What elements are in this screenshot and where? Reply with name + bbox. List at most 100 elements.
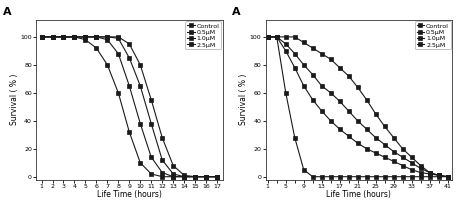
Line: 0.5μM: 0.5μM [266, 35, 449, 178]
Control [337, 66, 342, 69]
Control [373, 112, 378, 115]
Control [274, 36, 280, 38]
2.5μM [328, 176, 333, 178]
Control [192, 176, 198, 178]
2.5μM [203, 176, 209, 178]
X-axis label: Life Time (hours): Life Time (hours) [97, 190, 162, 199]
1.0μM [418, 171, 423, 174]
0.5μM [373, 136, 378, 139]
1.0μM [116, 53, 121, 55]
2.5μM [127, 131, 132, 133]
0.5μM [382, 143, 387, 146]
2.5μM [337, 176, 342, 178]
0.5μM [265, 36, 270, 38]
1.0μM [364, 147, 369, 150]
2.5μM [436, 176, 441, 178]
0.5μM [274, 36, 280, 38]
Control [328, 58, 333, 61]
2.5μM [445, 176, 450, 178]
1.0μM [292, 66, 297, 69]
1.0μM [72, 36, 77, 38]
Line: 2.5μM: 2.5μM [266, 35, 449, 178]
0.5μM [355, 119, 360, 122]
1.0μM [127, 85, 132, 87]
2.5μM [427, 176, 432, 178]
1.0μM [265, 36, 270, 38]
1.0μM [274, 36, 280, 38]
2.5μM [346, 176, 352, 178]
1.0μM [283, 50, 289, 52]
Control [301, 41, 307, 44]
0.5μM [148, 122, 154, 125]
2.5μM [105, 64, 110, 66]
0.5μM [328, 92, 333, 94]
2.5μM [116, 92, 121, 94]
2.5μM [364, 176, 369, 178]
2.5μM [301, 169, 307, 171]
0.5μM [116, 37, 121, 40]
0.5μM [310, 73, 315, 76]
Control [214, 176, 220, 178]
Line: 1.0μM: 1.0μM [40, 35, 219, 178]
Control [39, 36, 44, 38]
1.0μM [39, 36, 44, 38]
2.5μM [39, 36, 44, 38]
0.5μM [337, 100, 342, 102]
Control [409, 156, 414, 158]
Y-axis label: Survival ( % ): Survival ( % ) [239, 74, 248, 125]
Control [382, 125, 387, 128]
0.5μM [138, 85, 143, 87]
2.5μM [170, 176, 176, 178]
Line: 0.5μM: 0.5μM [40, 35, 219, 178]
1.0μM [427, 173, 432, 175]
2.5μM [391, 176, 397, 178]
0.5μM [94, 36, 99, 38]
2.5μM [292, 136, 297, 139]
0.5μM [364, 128, 369, 130]
Control [436, 174, 441, 177]
2.5μM [355, 176, 360, 178]
1.0μM [94, 36, 99, 38]
Control [265, 36, 270, 38]
1.0μM [355, 142, 360, 144]
0.5μM [427, 171, 432, 174]
0.5μM [346, 110, 352, 112]
1.0μM [391, 160, 397, 163]
0.5μM [301, 64, 307, 66]
1.0μM [203, 176, 209, 178]
1.0μM [445, 176, 450, 178]
1.0μM [83, 36, 88, 38]
2.5μM [159, 176, 165, 178]
Control [72, 36, 77, 38]
2.5μM [192, 176, 198, 178]
2.5μM [409, 176, 414, 178]
1.0μM [148, 156, 154, 158]
0.5μM [391, 150, 397, 153]
0.5μM [203, 176, 209, 178]
Line: Control: Control [40, 35, 219, 178]
0.5μM [192, 176, 198, 178]
Control [310, 47, 315, 49]
1.0μM [328, 119, 333, 122]
Control [400, 147, 405, 150]
2.5μM [83, 39, 88, 41]
Text: A: A [2, 7, 11, 17]
1.0μM [105, 39, 110, 41]
2.5μM [265, 36, 270, 38]
Line: 2.5μM: 2.5μM [40, 35, 219, 178]
1.0μM [301, 85, 307, 87]
Control [283, 36, 289, 38]
Control [346, 75, 352, 77]
Control [138, 64, 143, 66]
0.5μM [319, 85, 325, 87]
2.5μM [418, 176, 423, 178]
0.5μM [127, 57, 132, 59]
2.5μM [373, 176, 378, 178]
1.0μM [159, 171, 165, 174]
2.5μM [214, 176, 220, 178]
0.5μM [50, 36, 55, 38]
X-axis label: Life Time (hours): Life Time (hours) [326, 190, 391, 199]
Text: A: A [232, 7, 241, 17]
1.0μM [436, 174, 441, 177]
0.5μM [170, 173, 176, 175]
